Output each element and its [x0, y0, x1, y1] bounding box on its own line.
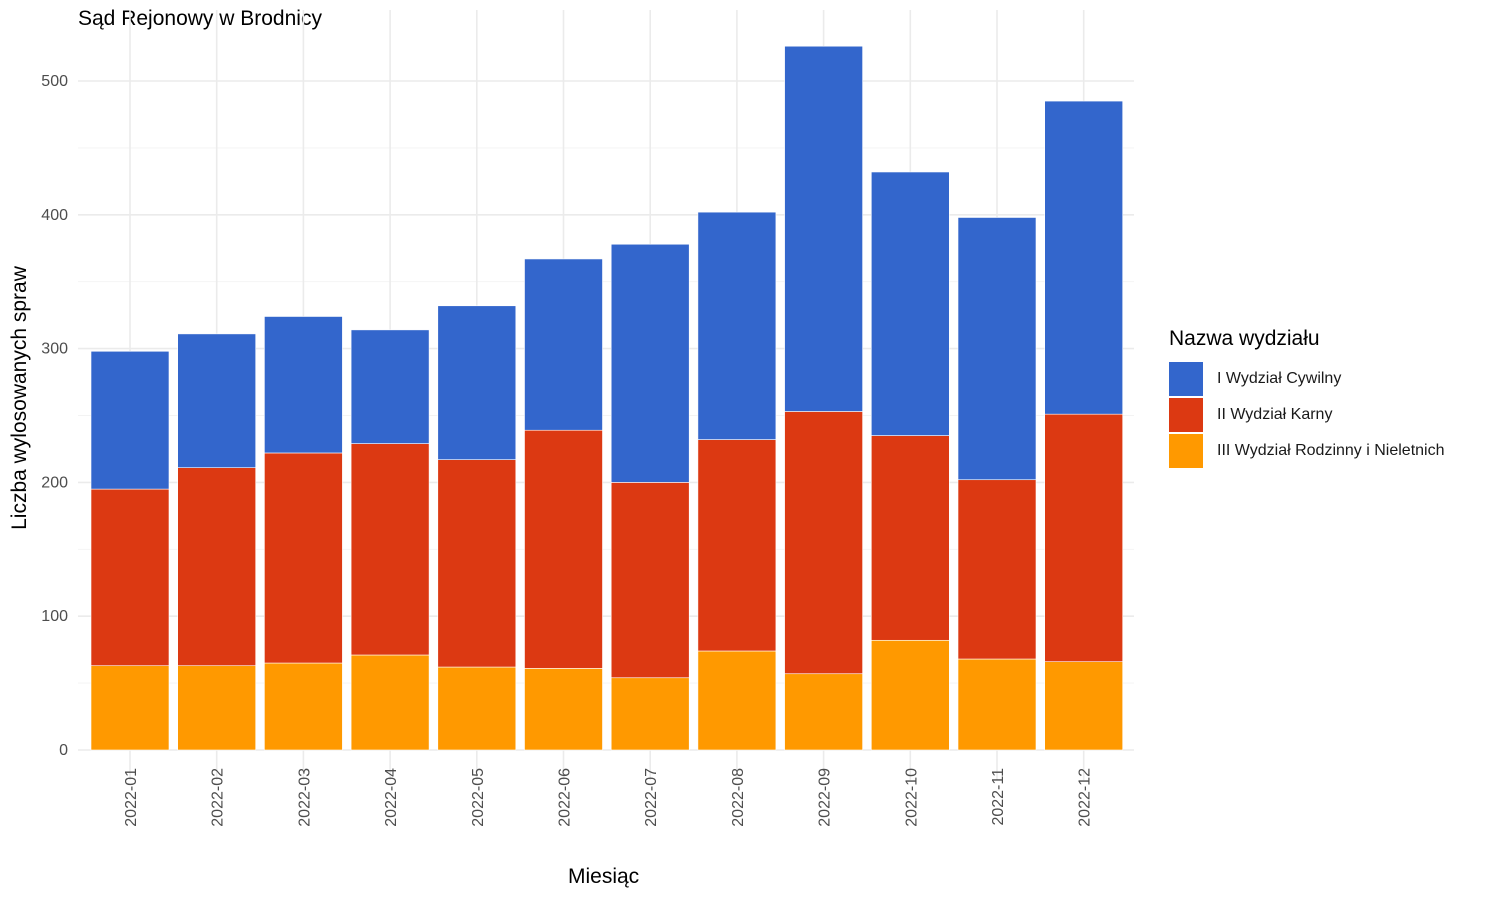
bar-2022-05-series-0: [437, 666, 517, 751]
y-tick-label: 300: [41, 341, 68, 358]
x-tick-label: 2022-06: [557, 768, 574, 827]
x-tick-label: 2022-08: [730, 768, 747, 827]
bar-2022-06-series-2: [524, 258, 603, 431]
x-tick-label: 2022-09: [817, 768, 834, 827]
legend-key-cywilny: [1169, 362, 1203, 396]
bar-2022-10-series-2: [870, 171, 950, 436]
x-tick-label: 2022-01: [123, 768, 140, 827]
y-tick-label: 500: [41, 73, 68, 90]
bar-2022-02-series-2: [177, 333, 256, 468]
legend-key-rodzinny: [1169, 434, 1203, 468]
legend-label-karny: II Wydział Karny: [1217, 406, 1333, 423]
bar-2022-10-series-0: [870, 639, 950, 751]
bar-2022-01-series-1: [90, 488, 170, 667]
bar-2022-06-series-1: [524, 429, 603, 669]
x-tick-label: 2022-10: [903, 768, 920, 827]
x-axis-title: Miesiąc: [568, 865, 640, 888]
bar-2022-04-series-2: [350, 329, 430, 444]
bar-2022-07-series-1: [610, 482, 690, 679]
bar-2022-11-series-2: [957, 217, 1037, 481]
y-tick-label: 400: [41, 207, 68, 224]
bar-2022-07-series-0: [610, 677, 690, 751]
bar-2022-05-series-2: [437, 305, 517, 460]
bar-2022-08-series-2: [697, 211, 777, 440]
bar-2022-06-series-0: [524, 668, 603, 751]
bar-2022-09-series-0: [784, 673, 863, 751]
bar-2022-03-series-0: [264, 662, 343, 751]
bar-2022-03-series-2: [264, 316, 343, 454]
legend-label-cywilny: I Wydział Cywilny: [1217, 370, 1342, 387]
bar-2022-08-series-1: [697, 439, 777, 652]
y-tick-label: 100: [41, 608, 68, 625]
x-tick-label: 2022-02: [210, 768, 227, 827]
legend-key-karny: [1169, 398, 1203, 432]
legend: Nazwa wydziału I Wydział Cywilny II Wydz…: [1169, 327, 1445, 469]
bar-2022-07-series-2: [610, 243, 690, 483]
bar-2022-11-series-0: [957, 658, 1037, 751]
bar-2022-11-series-1: [957, 479, 1037, 660]
bar-2022-12-series-1: [1044, 413, 1123, 662]
x-tick-label: 2022-05: [470, 768, 487, 827]
bar-2022-10-series-1: [870, 435, 950, 641]
bar-2022-03-series-1: [264, 452, 343, 664]
bar-2022-04-series-0: [350, 654, 430, 751]
legend-item-cywilny: I Wydział Cywilny: [1169, 361, 1445, 397]
bar-2022-12-series-0: [1044, 661, 1123, 751]
chart-title: Sąd Rejonowy w Brodnicy: [78, 7, 322, 30]
bar-2022-01-series-0: [90, 665, 170, 751]
x-tick-label: 2022-04: [383, 768, 400, 827]
legend-title: Nazwa wydziału: [1169, 327, 1320, 350]
bar-2022-09-series-2: [784, 45, 863, 412]
bar-2022-05-series-1: [437, 459, 517, 668]
x-tick-label: 2022-03: [296, 768, 313, 827]
x-tick-label: 2022-07: [643, 768, 660, 827]
y-tick-label: 0: [59, 742, 68, 759]
bar-2022-04-series-1: [350, 443, 430, 656]
x-tick-label: 2022-12: [1077, 768, 1094, 827]
legend-item-rodzinny: III Wydział Rodzinny i Nieletnich: [1169, 433, 1445, 469]
bar-2022-02-series-0: [177, 665, 256, 751]
legend-label-rodzinny: III Wydział Rodzinny i Nieletnich: [1217, 442, 1445, 459]
legend-item-karny: II Wydział Karny: [1169, 397, 1445, 433]
bar-2022-09-series-1: [784, 411, 863, 675]
bar-2022-12-series-2: [1044, 100, 1123, 415]
y-axis-title: Liczba wylosowanych spraw: [8, 266, 31, 530]
bar-2022-01-series-2: [90, 350, 170, 490]
bar-2022-02-series-1: [177, 467, 256, 667]
bar-2022-08-series-0: [697, 650, 777, 751]
x-tick-label: 2022-11: [990, 768, 1007, 826]
y-tick-label: 200: [41, 474, 68, 491]
